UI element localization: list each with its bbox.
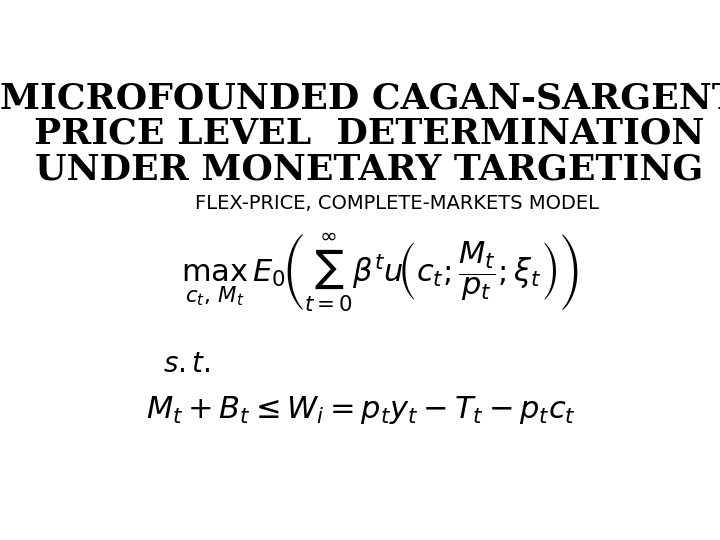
Text: FLEX-PRICE, COMPLETE-MARKETS MODEL: FLEX-PRICE, COMPLETE-MARKETS MODEL — [195, 194, 599, 213]
Text: $s.t.$: $s.t.$ — [163, 350, 210, 377]
Text: MICROFOUNDED CAGAN-SARGENT: MICROFOUNDED CAGAN-SARGENT — [0, 82, 720, 116]
Text: UNDER MONETARY TARGETING: UNDER MONETARY TARGETING — [35, 152, 703, 186]
Text: PRICE LEVEL  DETERMINATION: PRICE LEVEL DETERMINATION — [34, 117, 704, 151]
Text: $\underset{c_t,\, M_t}{\max}\, E_0\!\left(\sum_{t=0}^{\infty} \beta^t u\!\left(c: $\underset{c_t,\, M_t}{\max}\, E_0\!\lef… — [181, 232, 579, 314]
Text: $M_t + B_t \leq W_i = p_t y_t - T_t - p_t c_t$: $M_t + B_t \leq W_i = p_t y_t - T_t - p_… — [145, 394, 576, 426]
